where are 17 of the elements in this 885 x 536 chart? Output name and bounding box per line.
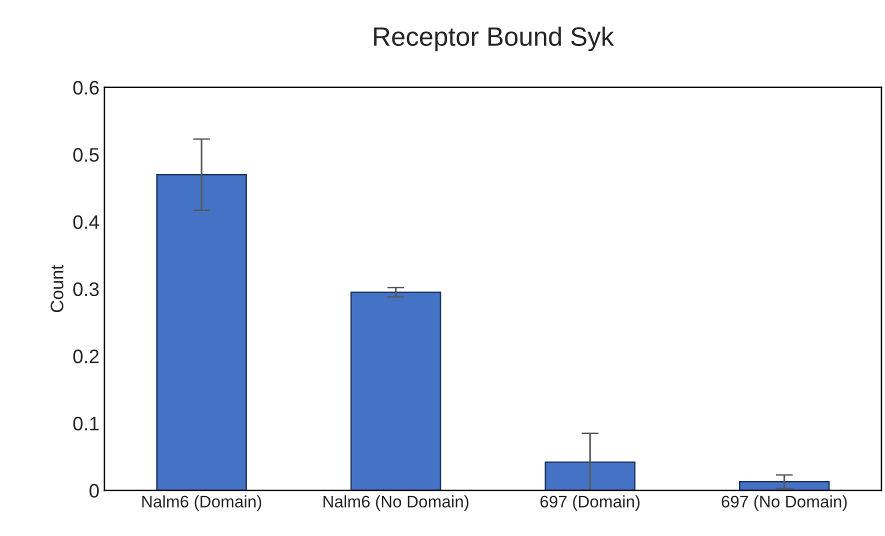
y-tick-label: 0.2 [73, 350, 99, 364]
bar [544, 462, 636, 490]
bar [738, 481, 830, 490]
x-tick-label: Nalm6 (No Domain) [324, 495, 468, 511]
y-tick-label: 0.6 [73, 80, 99, 95]
y-tick-label: 0.5 [73, 148, 99, 162]
bar [350, 292, 442, 490]
chart-title: Receptor Bound Syk [374, 26, 614, 52]
x-tick-label: 697 (No Domain) [722, 495, 847, 511]
bar [156, 174, 247, 490]
y-tick-label: 0.3 [73, 282, 99, 296]
y-tick-label: 0 [90, 484, 99, 498]
y-tick-label: 0.4 [73, 215, 99, 229]
x-tick-label: Nalm6 (Domain) [142, 495, 262, 511]
y-axis-title: Count [50, 264, 64, 312]
y-tick-label: 0.1 [73, 416, 99, 430]
x-tick-label: 697 (Domain) [540, 495, 640, 511]
